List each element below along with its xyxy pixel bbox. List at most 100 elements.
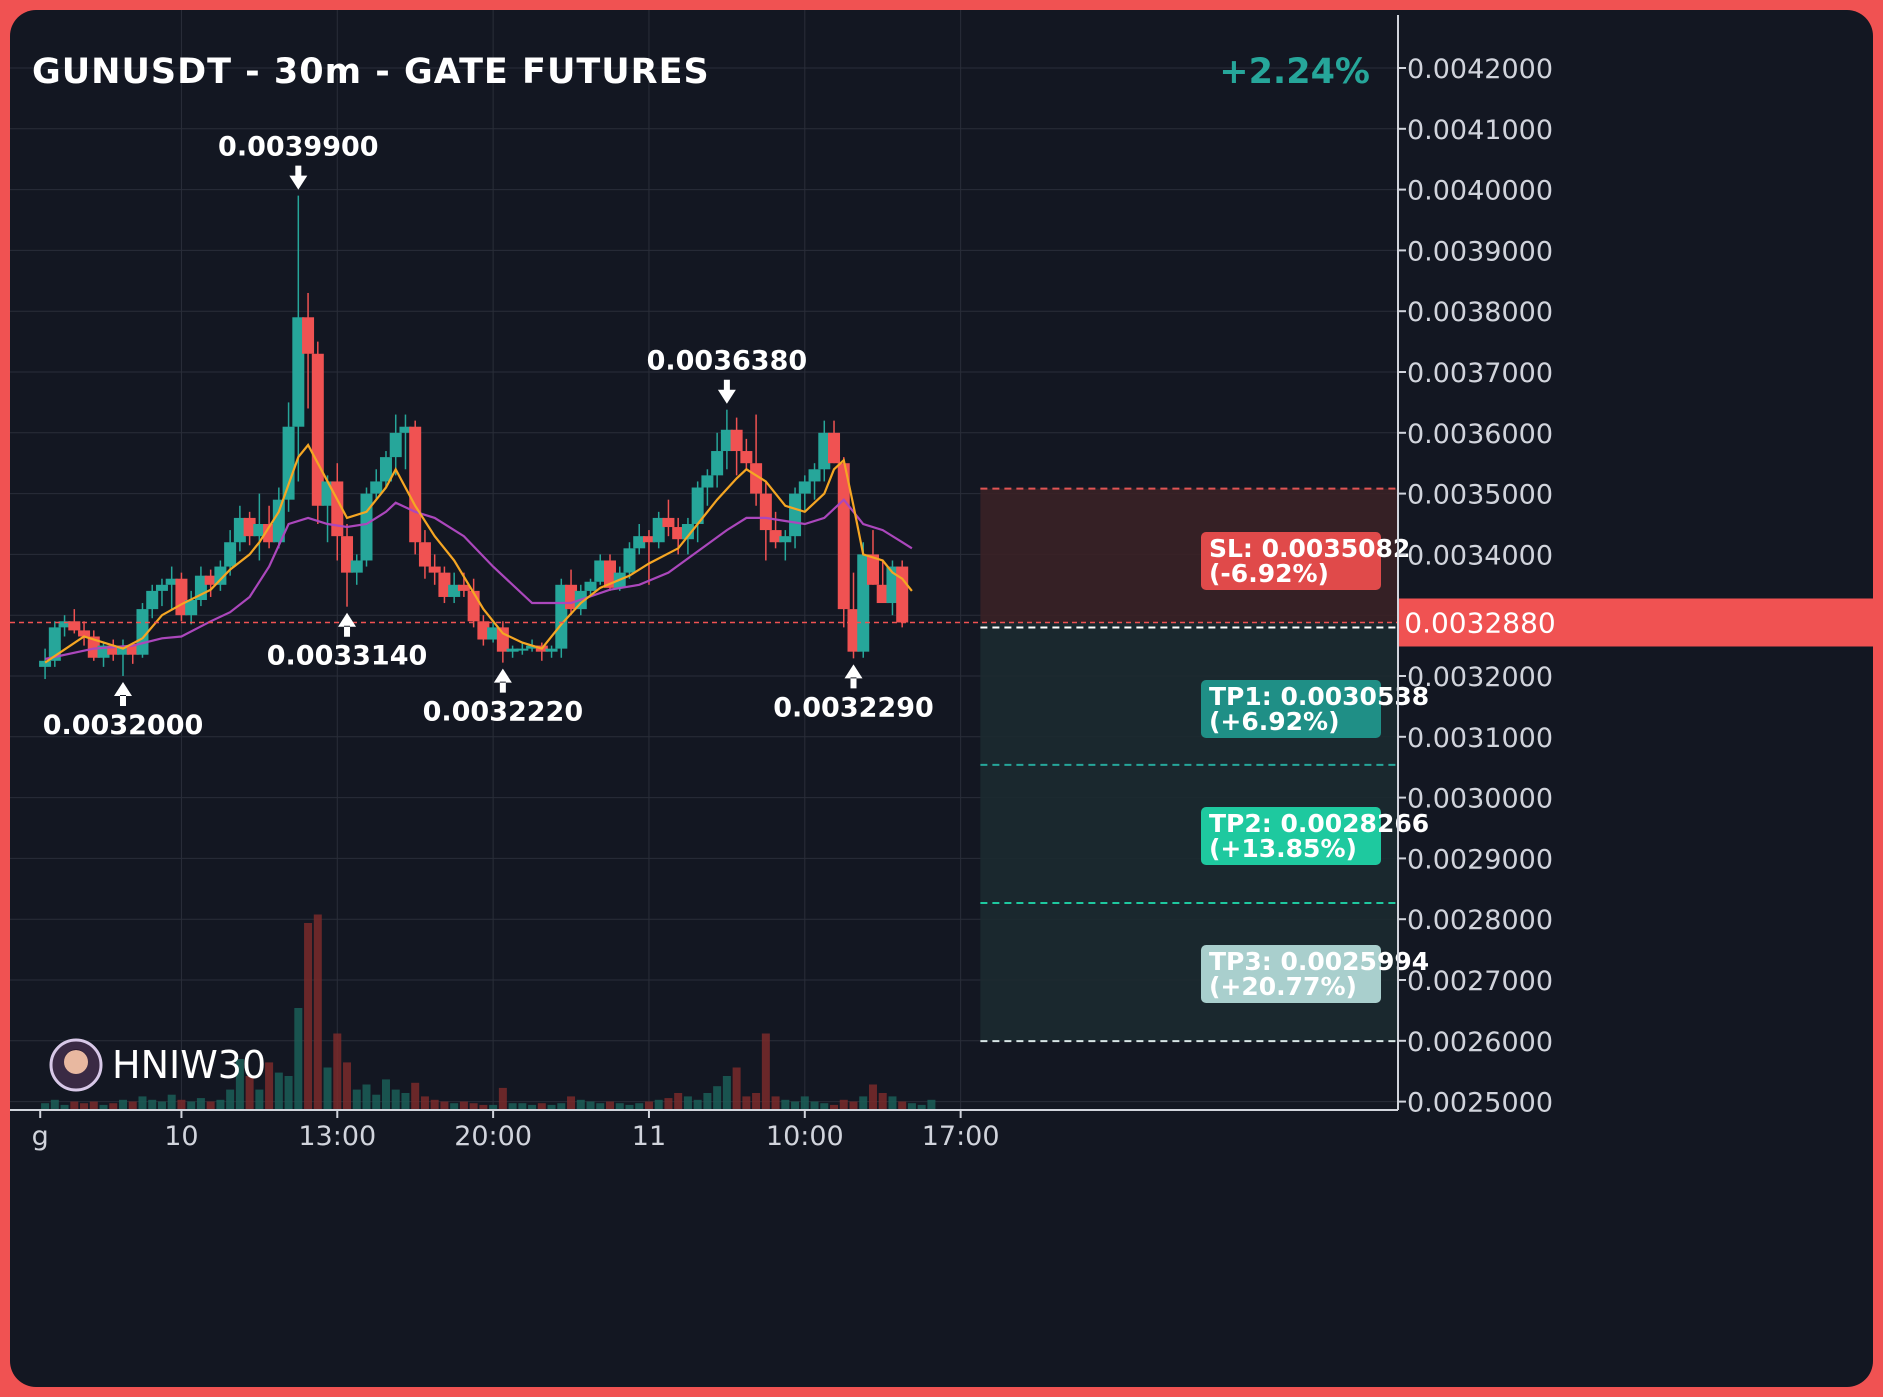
volume-bar — [752, 1093, 761, 1110]
candle-body — [360, 493, 373, 561]
volume-bar — [148, 1099, 157, 1110]
volume-bar — [567, 1096, 576, 1110]
volume-bar — [362, 1084, 371, 1110]
volume-bar — [537, 1103, 546, 1110]
ma-slow-line — [44, 498, 913, 661]
volume-bar — [41, 1103, 50, 1110]
level-lines: SL: 0.0035082(-6.92%) TP1: 0.0030538(+6.9… — [10, 487, 1429, 1043]
candle-body — [263, 524, 276, 543]
volume-bar — [196, 1098, 205, 1110]
volume-bar — [644, 1101, 653, 1110]
price-annotations: 0.0039900 0.0036380 0.0032000 0.0033140 0.00… — [43, 132, 934, 741]
candle-body — [652, 517, 665, 543]
y-tick-label: 0.0032000 — [1407, 662, 1553, 693]
arrow-up-icon — [114, 682, 132, 706]
candle-body — [526, 645, 539, 649]
candle-body — [711, 451, 724, 476]
candle-body — [350, 560, 363, 573]
candle-body — [467, 590, 480, 622]
candle-body — [107, 645, 120, 655]
moving-averages — [44, 443, 913, 664]
arrow-up-icon — [338, 612, 357, 637]
volume-bar — [226, 1089, 235, 1110]
candle-body — [58, 621, 71, 628]
volume-bar — [635, 1103, 644, 1110]
volume-bar — [274, 1072, 283, 1110]
candle-body — [224, 542, 237, 567]
y-tick-label: 0.0038000 — [1407, 297, 1553, 328]
candle-body — [633, 536, 646, 549]
volume-bar — [654, 1099, 663, 1110]
candle-body — [672, 527, 685, 540]
candle-body — [798, 481, 811, 494]
candle-body — [818, 432, 831, 470]
y-tick-label: 0.0026000 — [1407, 1027, 1553, 1058]
x-tick-label: 10 — [164, 1121, 198, 1152]
candlestick-chart: SL: 0.0035082(-6.92%) TP1: 0.0030538(+6.9… — [10, 10, 1873, 1152]
candle-body — [808, 469, 821, 482]
y-tick-label: 0.0040000 — [1407, 176, 1553, 207]
volume-bar — [898, 1101, 907, 1110]
author-badge: HNIW30 — [49, 1038, 266, 1092]
volume-bar — [265, 1062, 274, 1110]
y-tick-label: 0.0029000 — [1407, 844, 1553, 875]
volume-bar — [693, 1099, 702, 1110]
volume-bar — [917, 1104, 926, 1110]
volume-bar — [683, 1096, 692, 1110]
volume-bar — [352, 1089, 361, 1110]
x-tick-label: 13:00 — [298, 1121, 376, 1152]
candle-body — [623, 548, 636, 573]
y-tick-label: 0.0036000 — [1407, 419, 1553, 450]
volume-bar — [518, 1103, 527, 1110]
level-pct: (+20.77%) — [1209, 972, 1357, 1001]
volume-bar — [323, 1067, 332, 1110]
level-label: SL: 0.0035082 — [1209, 534, 1410, 563]
volume-bar — [791, 1101, 800, 1110]
candle-body — [496, 627, 509, 652]
level-label-box — [1201, 680, 1381, 738]
candle-body — [594, 560, 607, 582]
candle-body — [126, 645, 139, 655]
volume-bar — [878, 1093, 887, 1110]
volume-bar — [343, 1062, 352, 1110]
volume-bar — [284, 1076, 293, 1110]
candle-body — [438, 572, 451, 597]
volume-bar — [459, 1101, 468, 1110]
x-tick-label: 17:00 — [922, 1121, 1000, 1152]
candles — [39, 195, 909, 680]
level-pct: (+6.92%) — [1209, 707, 1340, 736]
level-label-box — [1201, 532, 1381, 590]
avatar-hair — [62, 1049, 90, 1060]
volume-bar — [576, 1099, 585, 1110]
volume-bar — [830, 1104, 839, 1110]
arrow-down-icon — [717, 379, 736, 404]
volume-bar — [216, 1099, 225, 1110]
volume-bar — [674, 1093, 683, 1110]
volume-bar — [333, 1033, 342, 1110]
x-tick-label: 10:00 — [766, 1121, 844, 1152]
candle-body — [379, 457, 392, 482]
candle-body — [837, 463, 850, 610]
y-tick-label: 0.0035000 — [1407, 480, 1553, 511]
candle-body — [876, 584, 889, 604]
candle-body — [204, 575, 217, 585]
level-label: TP2: 0.0028266 — [1209, 809, 1429, 838]
candle-body — [341, 536, 354, 573]
level-label-box — [1201, 807, 1381, 865]
arrow-up-icon — [844, 664, 863, 689]
y-tick-label: 0.0027000 — [1407, 966, 1553, 997]
candle-body — [418, 542, 431, 567]
y-tick-label: 0.0039000 — [1407, 236, 1553, 267]
volume-bar — [128, 1101, 137, 1110]
level-pct: (+13.85%) — [1209, 834, 1357, 863]
candle-body — [759, 493, 772, 531]
arrow-down-icon — [289, 165, 308, 190]
candle-body — [857, 554, 870, 652]
volume-bar — [313, 914, 322, 1110]
volume-bar — [430, 1099, 439, 1110]
candle-body — [457, 584, 470, 591]
candle-body — [662, 517, 675, 528]
candle-body — [165, 578, 178, 585]
volume-bar — [761, 1033, 770, 1110]
volume-bar — [498, 1087, 507, 1110]
